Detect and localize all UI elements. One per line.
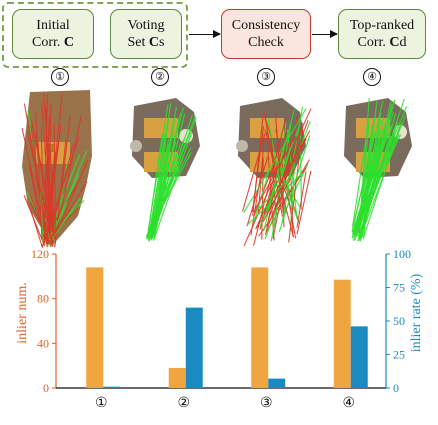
correspondence-line <box>278 135 311 232</box>
marker-2: ② <box>151 68 169 86</box>
initial-stage-group <box>2 2 188 68</box>
step-top-ranked: Top-ranked Corr. Cd <box>338 9 426 59</box>
correspondence-line <box>43 152 56 243</box>
correspondence-line <box>246 156 269 227</box>
correspondence-line <box>253 136 296 213</box>
correspondence-lines-3 <box>242 106 312 247</box>
step-consistency-check-line1: Consistency <box>231 18 301 33</box>
correspondence-line <box>253 117 287 246</box>
correspondence-line <box>43 94 48 238</box>
correspondence-line <box>272 114 299 239</box>
correspondence-line <box>255 172 296 212</box>
correspondence-lines-1 <box>21 93 89 248</box>
correspondence-line <box>352 117 370 227</box>
arrow-to-consistency <box>189 30 221 38</box>
inlier-bar-chart: 0 40 80 120 0 25 50 75 100 ① ② ③ ④ inlier num. inlie… <box>15 247 424 411</box>
correspondence-line <box>264 128 295 238</box>
y2-tick-label: 50 <box>393 314 405 328</box>
y-tick-label: 80 <box>37 292 49 306</box>
correspondence-line <box>35 113 43 240</box>
correspondence-line <box>270 137 277 211</box>
y2-axis-label: inlier rate (%) <box>409 273 424 352</box>
bar-inlier-num <box>251 267 269 388</box>
correspondence-line <box>152 132 193 241</box>
correspondence-line <box>146 104 169 237</box>
y2-tick-label: 0 <box>393 381 399 395</box>
correspondence-line <box>296 171 307 228</box>
step-top-ranked-line2: Corr. Cd <box>357 35 407 50</box>
correspondence-line <box>263 130 311 214</box>
correspondence-line <box>21 128 49 248</box>
correspondence-line <box>359 122 403 230</box>
marker-1: ① <box>51 68 69 86</box>
step-voting-set-line2: Set Cs <box>127 35 165 50</box>
y-axis-label: inlier num. <box>15 282 30 343</box>
correspondence-line <box>151 144 170 237</box>
y-tick-label: 0 <box>43 381 49 395</box>
bar-inlier-num <box>86 267 104 388</box>
chart-ticks: 0 40 80 120 0 25 50 75 100 ① ② ③ ④ <box>31 247 411 411</box>
bar-inlier-num <box>333 279 351 388</box>
x-tick-label: ④ <box>342 396 355 411</box>
x-tick-label: ③ <box>260 396 273 411</box>
correspondence-line <box>147 120 169 240</box>
correspondence-lines-4 <box>351 98 408 242</box>
point-cloud-panel-2 <box>130 98 200 242</box>
correspondence-lines-2 <box>145 102 197 242</box>
correspondence-line <box>353 133 383 240</box>
correspondence-line <box>153 118 180 237</box>
x-tick-label: ① <box>95 396 108 411</box>
correspondence-line <box>250 159 264 236</box>
step-initial-corr-line2: Corr. C <box>31 35 74 50</box>
point-cloud-panel-4 <box>344 98 412 242</box>
point-cloud-panel-1 <box>21 90 92 248</box>
correspondence-line <box>46 144 74 247</box>
correspondence-line <box>47 102 52 240</box>
y-tick-label: 40 <box>37 336 49 350</box>
correspondence-line <box>247 172 303 226</box>
correspondence-line <box>29 208 43 248</box>
correspondence-line <box>355 101 395 236</box>
y-tick-label: 120 <box>31 247 49 261</box>
correspondence-line <box>49 181 88 243</box>
y2-tick-label: 25 <box>393 348 405 362</box>
correspondence-line <box>43 93 55 237</box>
step-top-ranked-line1: Top-ranked <box>349 18 415 33</box>
bar-inlier-rate <box>268 378 286 388</box>
correspondence-line <box>261 157 264 240</box>
step-initial-corr-line1: Initial <box>36 18 70 33</box>
bar-inlier-num <box>168 367 186 388</box>
correspondence-line <box>53 123 57 237</box>
correspondence-line <box>274 109 284 213</box>
correspondence-line <box>153 118 175 240</box>
step-consistency-check: Consistency Check <box>221 9 311 59</box>
x-tick-label: ② <box>177 396 190 411</box>
correspondence-line <box>276 159 299 223</box>
correspondence-line <box>265 159 310 233</box>
correspondence-line <box>267 153 292 221</box>
chart-bars <box>86 267 368 388</box>
correspondence-line <box>145 141 177 240</box>
step-consistency-check-line2: Check <box>248 35 284 50</box>
correspondence-line <box>251 126 265 212</box>
y2-tick-label: 100 <box>393 247 411 261</box>
arrow-to-top-ranked <box>312 30 338 38</box>
correspondence-line <box>359 113 397 242</box>
marker-4: ④ <box>363 68 381 86</box>
step-voting-set: Voting Set Cs <box>110 9 182 59</box>
bar-inlier-rate <box>350 326 368 388</box>
marker-3: ③ <box>257 68 275 86</box>
correspondence-line <box>49 150 88 241</box>
step-initial-corr: Initial Corr. C <box>12 9 94 59</box>
bar-inlier-rate <box>103 386 121 388</box>
bar-inlier-rate <box>185 307 203 388</box>
correspondence-line <box>296 170 312 235</box>
point-cloud-panel-3 <box>236 98 312 247</box>
step-voting-set-line1: Voting <box>127 18 165 33</box>
y2-tick-label: 75 <box>393 281 405 295</box>
